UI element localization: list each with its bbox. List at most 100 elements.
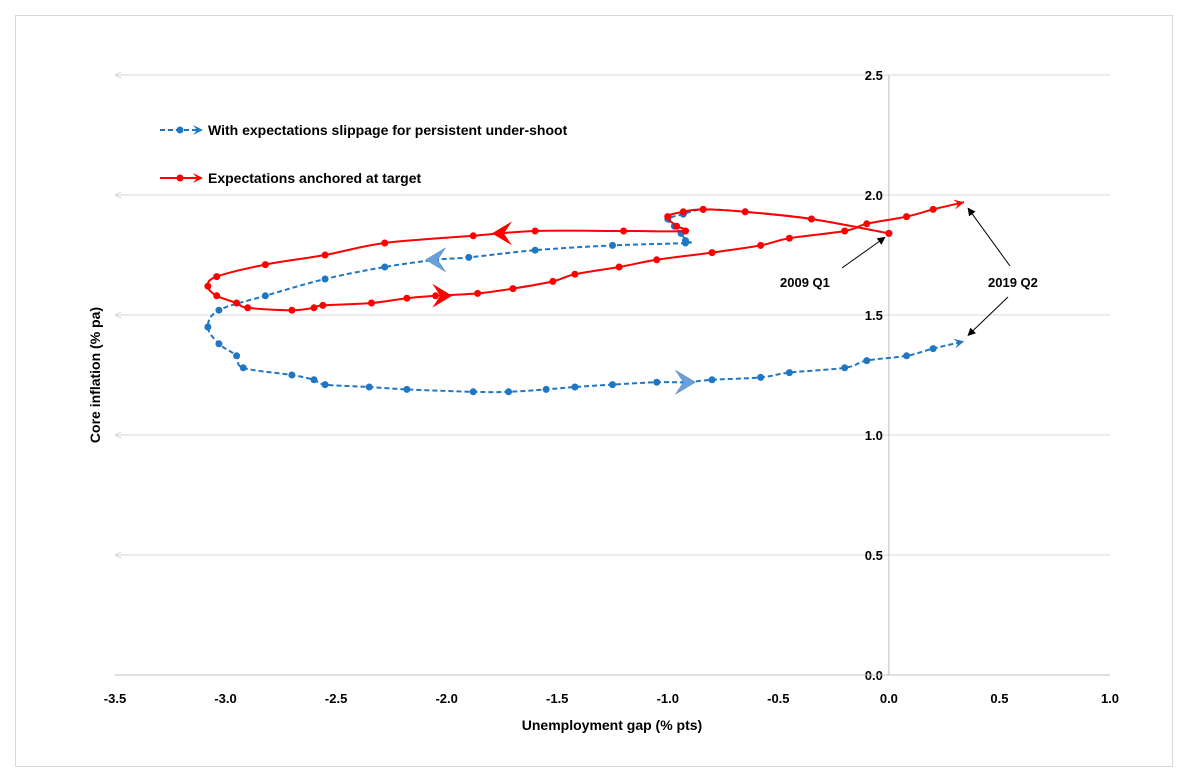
data-point (929, 345, 937, 353)
data-point (505, 388, 513, 396)
annotation-2019q2: 2019 Q2 (988, 275, 1038, 290)
data-point (708, 249, 716, 257)
data-point (239, 364, 247, 372)
data-point (741, 208, 749, 216)
legend-label: With expectations slippage for persisten… (208, 122, 568, 138)
data-point (213, 273, 221, 281)
data-point (903, 213, 911, 221)
x-tick-label: -2.0 (435, 691, 457, 706)
annotations: 2009 Q1 2019 Q2 (780, 207, 1038, 336)
data-point (244, 304, 252, 312)
data-point (310, 304, 318, 312)
data-point (403, 385, 411, 393)
y-tick-label: 2.5 (865, 68, 883, 83)
direction-arrows (425, 221, 696, 395)
legend-swatch-marker (176, 174, 184, 182)
data-point (469, 232, 477, 240)
x-tick-label: -1.0 (657, 691, 679, 706)
series-end-arrowhead (953, 338, 965, 349)
legend-swatch-arrowhead (193, 173, 203, 183)
data-point (474, 289, 482, 297)
legend-item-anchored: Expectations anchored at target (160, 170, 422, 186)
data-point (757, 373, 765, 381)
gridline-arrowhead (113, 71, 122, 79)
data-point (549, 277, 557, 285)
data-point (288, 306, 296, 314)
data-point (609, 241, 616, 249)
data-point (319, 301, 327, 309)
x-tick-label: 1.0 (1101, 691, 1119, 706)
series-slippage (204, 205, 965, 396)
data-point (261, 292, 269, 300)
x-tick-label: -3.5 (104, 691, 126, 706)
data-point (381, 263, 389, 271)
data-point (808, 215, 815, 223)
annotation-2009q1: 2009 Q1 (780, 275, 830, 290)
annotation-arrow (841, 236, 886, 269)
x-tick-label: -1.5 (546, 691, 568, 706)
data-point (381, 239, 389, 247)
data-point (609, 381, 616, 389)
data-point (841, 364, 849, 372)
y-axis-title: Core inflation (% pa) (87, 307, 103, 443)
gridline-arrowhead (113, 431, 122, 439)
data-point (673, 222, 681, 230)
data-point (841, 227, 849, 235)
data-point (531, 227, 539, 235)
series-end-arrowhead (953, 199, 965, 210)
y-tick-label: 1.0 (865, 428, 883, 443)
direction-arrow (491, 221, 512, 246)
data-point (571, 383, 579, 391)
data-point (204, 282, 212, 290)
gridline-arrowhead (113, 551, 122, 559)
data-point (929, 205, 937, 213)
data-point (699, 205, 707, 213)
data-point (321, 251, 329, 259)
legend: With expectations slippage for persisten… (160, 122, 568, 186)
y-tick-label: 1.5 (865, 308, 883, 323)
direction-arrow (432, 283, 453, 308)
legend-swatch-arrowhead (193, 125, 203, 135)
data-point (664, 213, 672, 221)
x-tick-label: -2.5 (325, 691, 347, 706)
data-point (204, 323, 212, 331)
data-point (531, 246, 539, 254)
gridline-arrowhead (113, 311, 122, 319)
direction-arrow (425, 247, 446, 273)
data-point (681, 239, 689, 247)
data-point (903, 352, 911, 360)
gridlines (113, 71, 1110, 559)
data-point (681, 227, 689, 235)
x-tick-label: 0.5 (990, 691, 1008, 706)
data-point (620, 227, 628, 235)
data-point (863, 220, 871, 228)
data-point (542, 385, 550, 393)
legend-item-slippage: With expectations slippage for persisten… (160, 122, 568, 138)
data-point (653, 256, 661, 264)
x-tick-label: 0.0 (880, 691, 898, 706)
y-tick-label: 2.0 (865, 188, 883, 203)
data-point (885, 229, 893, 237)
axes: 0.0 0.5 1.0 1.5 2.0 2.5 -3.5 -3.0 -2.5 -2.0 -1.5 -1… (104, 68, 1119, 706)
data-point (233, 352, 241, 360)
data-point (615, 263, 623, 271)
data-point (233, 299, 241, 307)
x-tick-label: -0.5 (767, 691, 789, 706)
data-point (215, 306, 223, 314)
annotation-arrow (967, 207, 1011, 267)
data-point (571, 270, 579, 278)
data-point (653, 378, 661, 386)
data-point (367, 299, 375, 307)
direction-arrow (675, 369, 696, 395)
data-point (863, 357, 871, 365)
data-point (403, 294, 411, 302)
data-point (679, 208, 687, 216)
data-point (321, 275, 329, 283)
data-point (432, 292, 440, 300)
y-tick-label: 0.5 (865, 548, 883, 563)
data-point (365, 383, 373, 391)
data-point (509, 285, 517, 293)
data-point (261, 261, 269, 269)
series-line (206, 201, 965, 312)
data-point (215, 340, 223, 348)
